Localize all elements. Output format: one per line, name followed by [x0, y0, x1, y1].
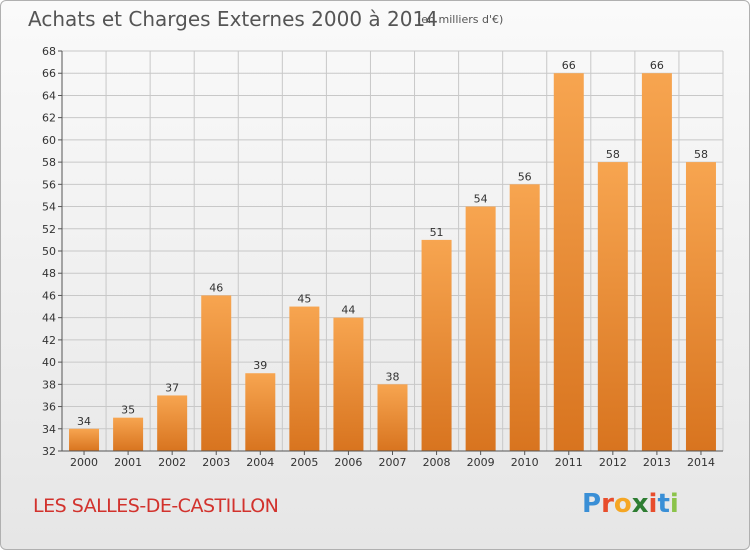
x-tick-label: 2009 — [467, 456, 495, 469]
bar — [245, 373, 276, 451]
bar-value-label: 39 — [253, 359, 267, 372]
bar — [201, 295, 232, 451]
bars: 34 35 37 46 39 45 44 38 51 54 56 66 58 66 58 — [69, 59, 716, 452]
bar — [333, 317, 364, 451]
y-tick-label: 36 — [42, 401, 56, 414]
y-tick-label: 54 — [42, 201, 56, 214]
y-tick-label: 44 — [42, 312, 56, 325]
chart-title: Achats et Charges Externes 2000 à 2014 — [28, 7, 438, 31]
y-tick-label: 66 — [42, 67, 56, 80]
logo-letter: i — [648, 489, 658, 519]
y-tick-label: 42 — [42, 334, 56, 347]
x-tick-label: 2004 — [246, 456, 274, 469]
bar — [377, 384, 408, 451]
axes: 32 34 36 38 40 42 44 46 48 50 52 54 56 58 60 62 64 66 68 20… — [42, 45, 723, 469]
logo-letter: t — [657, 489, 670, 519]
bar — [289, 306, 320, 451]
y-tick-label: 34 — [42, 423, 56, 436]
bar — [685, 162, 716, 451]
bar-value-label: 51 — [430, 226, 444, 239]
bar — [69, 428, 100, 451]
x-tick-label: 2012 — [599, 456, 627, 469]
x-tick-label: 2010 — [511, 456, 539, 469]
y-tick-label: 32 — [42, 445, 56, 458]
bar — [597, 162, 628, 451]
logo-letter: o — [613, 489, 632, 519]
bar-value-label: 37 — [165, 381, 179, 394]
bar-value-label: 34 — [77, 415, 91, 428]
bar-value-label: 58 — [606, 148, 620, 161]
y-tick-label: 46 — [42, 289, 56, 302]
bar-value-label: 44 — [341, 304, 355, 317]
y-tick-label: 64 — [42, 89, 56, 102]
logo-letter: r — [601, 489, 614, 519]
x-tick-label: 2001 — [114, 456, 142, 469]
x-tick-label: 2000 — [70, 456, 98, 469]
bar-value-label: 66 — [650, 59, 664, 72]
y-tick-label: 56 — [42, 178, 56, 191]
y-tick-label: 40 — [42, 356, 56, 369]
y-tick-label: 60 — [42, 134, 56, 147]
y-tick-label: 38 — [42, 378, 56, 391]
x-tick-label: 2013 — [643, 456, 671, 469]
bar-value-label: 45 — [297, 293, 311, 306]
x-tick-label: 2006 — [334, 456, 362, 469]
y-tick-label: 62 — [42, 112, 56, 125]
bar-value-label: 58 — [694, 148, 708, 161]
x-tick-label: 2014 — [687, 456, 715, 469]
bar — [157, 395, 188, 451]
y-tick-label: 48 — [42, 267, 56, 280]
bar-value-label: 38 — [386, 370, 400, 383]
y-tick-label: 50 — [42, 245, 56, 258]
x-tick-label: 2005 — [290, 456, 318, 469]
bar-value-label: 46 — [209, 281, 223, 294]
bar-value-label: 35 — [121, 404, 135, 417]
logo-letter: i — [669, 489, 679, 519]
x-tick-label: 2011 — [555, 456, 583, 469]
y-tick-label: 52 — [42, 223, 56, 236]
proxiti-logo[interactable]: Proxiti — [582, 489, 679, 519]
logo-letter: P — [582, 489, 602, 519]
logo-letter: x — [631, 489, 649, 519]
bar — [641, 73, 672, 451]
bar — [465, 206, 496, 451]
y-tick-label: 68 — [42, 45, 56, 58]
bar-value-label: 66 — [562, 59, 576, 72]
bar — [553, 73, 584, 451]
y-tick-label: 58 — [42, 156, 56, 169]
x-tick-label: 2007 — [379, 456, 407, 469]
bar — [509, 184, 540, 452]
x-tick-label: 2003 — [202, 456, 230, 469]
bar — [421, 239, 452, 451]
bar-value-label: 54 — [474, 193, 488, 206]
bar-value-label: 56 — [518, 170, 532, 183]
chart-subtitle: (en milliers d'€) — [417, 13, 504, 26]
x-tick-label: 2002 — [158, 456, 186, 469]
x-tick-label: 2008 — [423, 456, 451, 469]
town-name: LES SALLES-DE-CASTILLON — [33, 495, 279, 517]
bar — [113, 417, 144, 451]
